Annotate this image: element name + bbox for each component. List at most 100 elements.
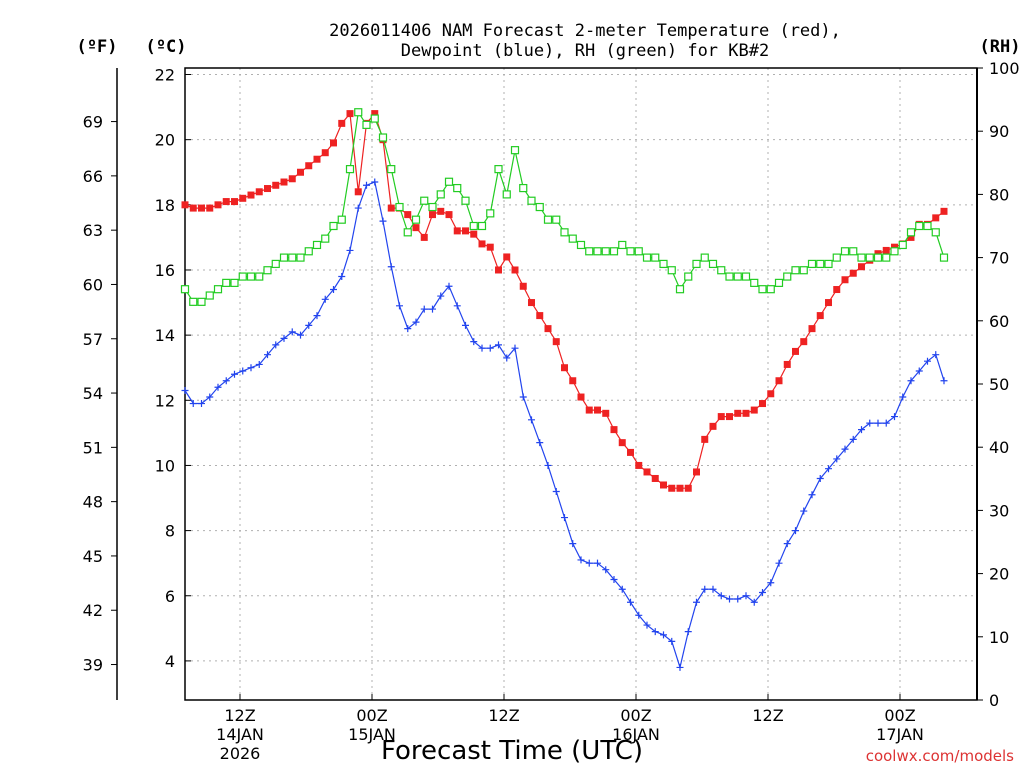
data-point (634, 247, 643, 256)
data-point (189, 400, 197, 408)
data-point (816, 259, 825, 269)
data-point (891, 413, 898, 421)
data-point (280, 334, 288, 342)
data-point (726, 413, 733, 421)
data-point (280, 178, 288, 186)
data-point (222, 198, 230, 206)
data-point (825, 299, 832, 307)
data-point (849, 435, 857, 443)
data-point (222, 377, 230, 385)
data-point (693, 598, 700, 606)
data-point (766, 285, 775, 294)
rh-tick-label: 30 (989, 501, 1009, 520)
data-point (305, 162, 313, 170)
data-point (898, 240, 907, 250)
data-point (552, 215, 561, 224)
data-point (792, 527, 799, 535)
data-point (495, 341, 502, 349)
data-point (610, 426, 618, 434)
data-point (321, 149, 329, 157)
data-point (709, 585, 717, 593)
data-point (544, 325, 552, 333)
data-point (660, 481, 667, 489)
data-point (420, 305, 428, 313)
rh-tick-label: 70 (989, 249, 1009, 268)
data-point (503, 354, 511, 362)
data-point (535, 202, 544, 212)
celsius-tick-label: 22 (155, 66, 175, 85)
data-point (486, 209, 495, 218)
data-point (857, 253, 866, 262)
data-point (297, 168, 304, 176)
fahrenheit-tick-label: 60 (83, 275, 103, 294)
data-point (759, 400, 766, 408)
x-tick-label: 00Z (620, 706, 651, 725)
data-point (660, 631, 667, 639)
data-point (651, 253, 660, 262)
data-point (189, 204, 197, 212)
rh-tick-label: 40 (989, 438, 1009, 457)
data-point (272, 341, 280, 349)
data-point (750, 278, 759, 287)
data-point (635, 461, 643, 469)
data-point (255, 188, 263, 196)
data-point (362, 120, 371, 129)
data-point (189, 297, 198, 306)
x-tick-date-label: 16JAN (612, 725, 660, 744)
data-point (412, 224, 420, 232)
data-point (684, 484, 692, 492)
data-point (288, 253, 297, 262)
celsius-tick-label: 16 (155, 261, 175, 280)
data-point (231, 198, 238, 206)
data-point (800, 507, 808, 515)
data-series (180, 108, 949, 671)
data-point (667, 266, 676, 275)
data-point (444, 177, 454, 186)
data-point (205, 291, 214, 300)
data-point (561, 514, 568, 522)
data-point (519, 282, 527, 290)
data-point (577, 556, 585, 564)
data-point (866, 419, 874, 427)
data-point (478, 344, 486, 352)
data-point (313, 312, 321, 320)
data-point (288, 175, 296, 183)
data-point (255, 272, 264, 281)
data-point (610, 575, 618, 583)
data-point (511, 344, 519, 352)
data-point (849, 269, 857, 277)
data-point (263, 266, 272, 275)
data-point (816, 312, 824, 320)
data-point (214, 201, 222, 209)
data-point (271, 259, 280, 269)
data-point (627, 598, 634, 606)
fahrenheit-tick-label: 69 (83, 113, 103, 132)
data-point (544, 461, 552, 469)
celsius-tick-label: 20 (155, 131, 175, 150)
data-point (807, 259, 817, 269)
data-point (874, 419, 882, 427)
data-point (363, 181, 370, 189)
data-point (470, 338, 478, 346)
data-point (346, 110, 354, 118)
data-point (345, 165, 355, 174)
celsius-tick-label: 18 (155, 196, 175, 215)
data-point (445, 282, 453, 290)
data-point (411, 215, 421, 224)
data-point (346, 246, 354, 254)
data-point (783, 272, 792, 281)
data-point (618, 240, 627, 250)
fahrenheit-tick-label: 42 (83, 601, 103, 620)
rh-tick-label: 100 (989, 59, 1020, 78)
celsius-tick-label: 6 (165, 587, 175, 606)
data-point (519, 183, 528, 193)
data-point (462, 227, 469, 235)
data-point (931, 228, 940, 237)
data-point (180, 285, 190, 294)
data-point (701, 585, 709, 593)
rh-tick-label: 90 (989, 122, 1009, 141)
data-point (246, 272, 256, 281)
data-point (594, 406, 601, 414)
data-point (824, 259, 833, 269)
data-point (576, 240, 586, 250)
